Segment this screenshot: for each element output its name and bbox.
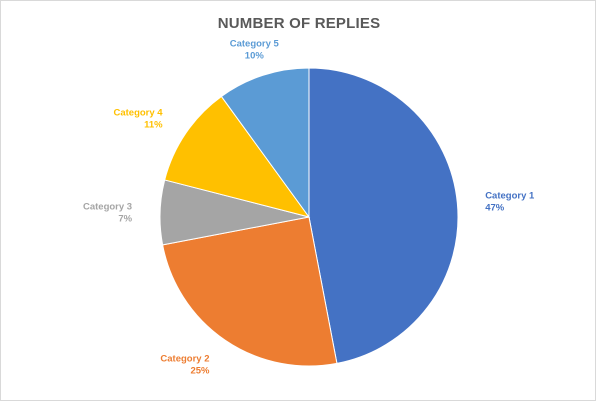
data-label-percent-5: 10% (245, 51, 265, 62)
data-label-category-4: Category 4 (113, 108, 163, 119)
pie-slices (159, 67, 459, 367)
data-label-percent-2: 25% (190, 365, 210, 376)
pie-slice-5 (220, 67, 310, 219)
data-label-2: Category 225% (160, 353, 210, 376)
data-label-5: Category 510% (230, 39, 280, 62)
data-label-category-5: Category 5 (230, 39, 280, 50)
data-label-4: Category 411% (113, 108, 163, 131)
data-label-1: Category 147% (485, 190, 535, 213)
chart-title: NUMBER OF REPLIES (217, 15, 381, 32)
data-label-3: Category 37% (83, 201, 133, 224)
data-label-category-3: Category 3 (83, 201, 132, 212)
pie-slice-1 (308, 67, 459, 364)
pie-slice-4 (164, 95, 311, 218)
data-label-percent-4: 11% (144, 120, 163, 131)
data-label-percent-3: 7% (118, 213, 132, 224)
data-label-category-2: Category 2 (160, 353, 209, 364)
data-label-percent-1: 47% (485, 202, 505, 213)
pie-slice-2 (162, 216, 338, 367)
pie-data-labels: Category 147%Category 225%Category 37%Ca… (83, 39, 535, 377)
data-label-category-1: Category 1 (485, 190, 535, 201)
